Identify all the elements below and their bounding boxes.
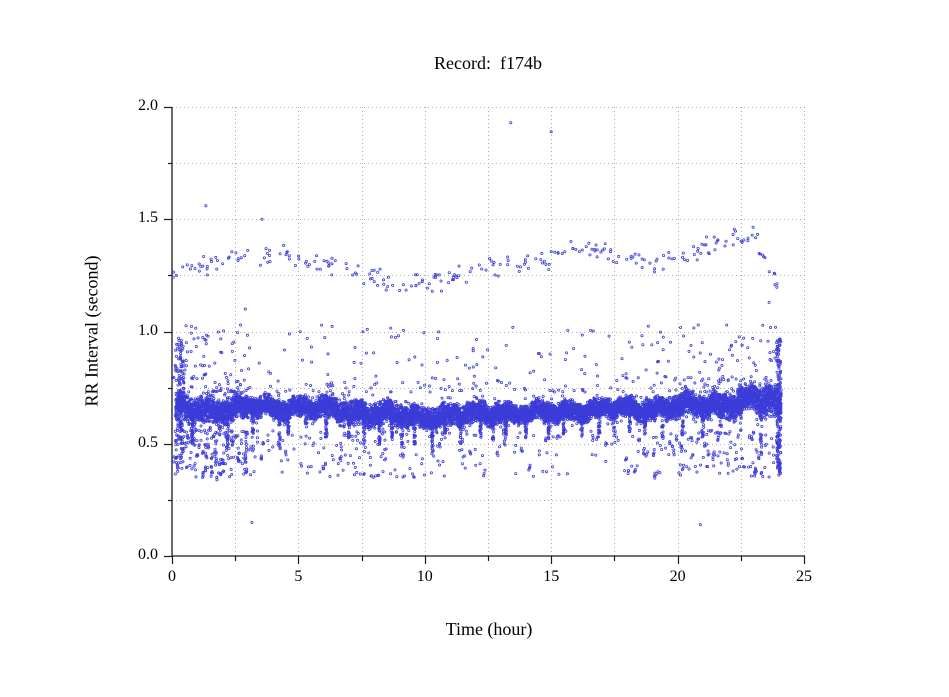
chart-title: Record: f174b [434, 53, 542, 73]
y-tick-label: 0.0 [138, 546, 158, 564]
x-tick-label: 0 [168, 568, 176, 585]
x-tick-label: 15 [543, 568, 560, 585]
x-tick-label: 20 [669, 568, 686, 585]
x-tick-label: 5 [294, 568, 303, 585]
x-tick-label: 25 [796, 568, 812, 585]
y-tick-label: 1.0 [138, 321, 158, 339]
x-tick-label: 10 [416, 568, 433, 585]
y-tick-label: 2.0 [138, 97, 158, 115]
y-tick-label: 1.5 [138, 209, 158, 227]
y-tick-label: 0.5 [138, 433, 158, 451]
x-axis-label: Time (hour) [445, 619, 533, 639]
y-axis-label: RR Interval (second) [81, 255, 102, 407]
